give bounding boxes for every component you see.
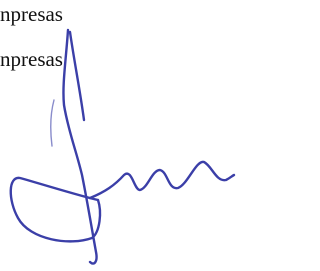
signature-stroke <box>70 32 84 120</box>
signature-stroke <box>11 178 100 242</box>
signature-stroke <box>90 162 234 198</box>
document-page: npresas npresas <box>0 0 240 271</box>
signature-stroke <box>63 30 96 264</box>
signature-stroke <box>51 100 54 146</box>
signature <box>0 0 240 271</box>
